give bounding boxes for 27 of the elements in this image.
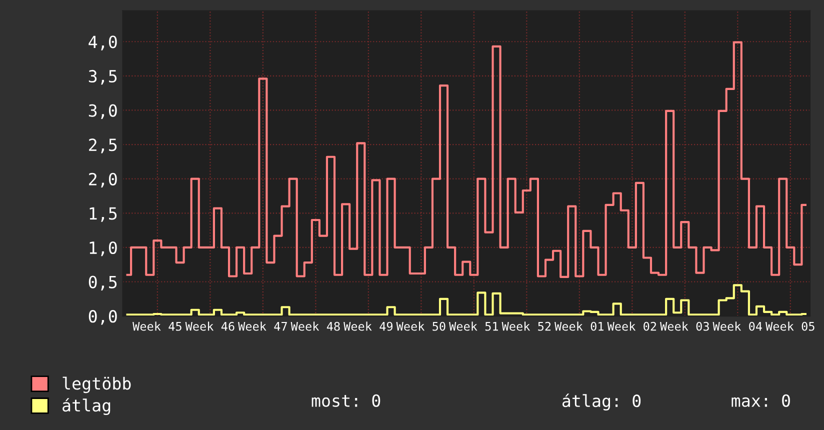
y-tick-label: 3,5 — [88, 70, 117, 85]
y-tick-label: 4,0 — [88, 36, 117, 50]
x-tick-label: Week 49 — [344, 322, 392, 331]
y-tick-label: 2,0 — [89, 172, 117, 188]
y-tick-label: 2,5 — [89, 138, 117, 154]
y-tick-label: 1,5 — [90, 207, 117, 222]
x-tick-label: Week 48 — [290, 322, 340, 331]
text: átlag: 0 — [562, 394, 641, 411]
text: most: 0 — [312, 394, 380, 407]
x-tick-label: Week 52 — [502, 322, 551, 331]
x-tick-label: Week 03 — [660, 322, 709, 331]
y-tick-label: 0,5 — [88, 276, 117, 290]
y-tick-label: 0,0 — [88, 310, 117, 325]
x-tick-label: Week 02 — [607, 322, 656, 331]
x-tick-label: Week 45 — [132, 322, 182, 331]
x-tick-label: Week 46 — [185, 322, 234, 331]
x-tick-label: Week 47 — [238, 322, 287, 331]
x-tick-label: Week 51 — [449, 322, 498, 331]
x-tick-label: Week 04 — [712, 322, 762, 331]
x-tick-label: Week 50 — [396, 322, 446, 331]
legend-label: legtöbb — [62, 376, 131, 394]
y-tick-label: 1,0 — [90, 241, 117, 256]
legend-label: átlag — [62, 398, 110, 415]
y-tick-label: 3,0 — [88, 104, 117, 119]
text: max: 0 — [732, 394, 790, 407]
x-tick-label: Week 01 — [554, 322, 604, 331]
x-tick-label: Week 05 — [766, 322, 814, 331]
